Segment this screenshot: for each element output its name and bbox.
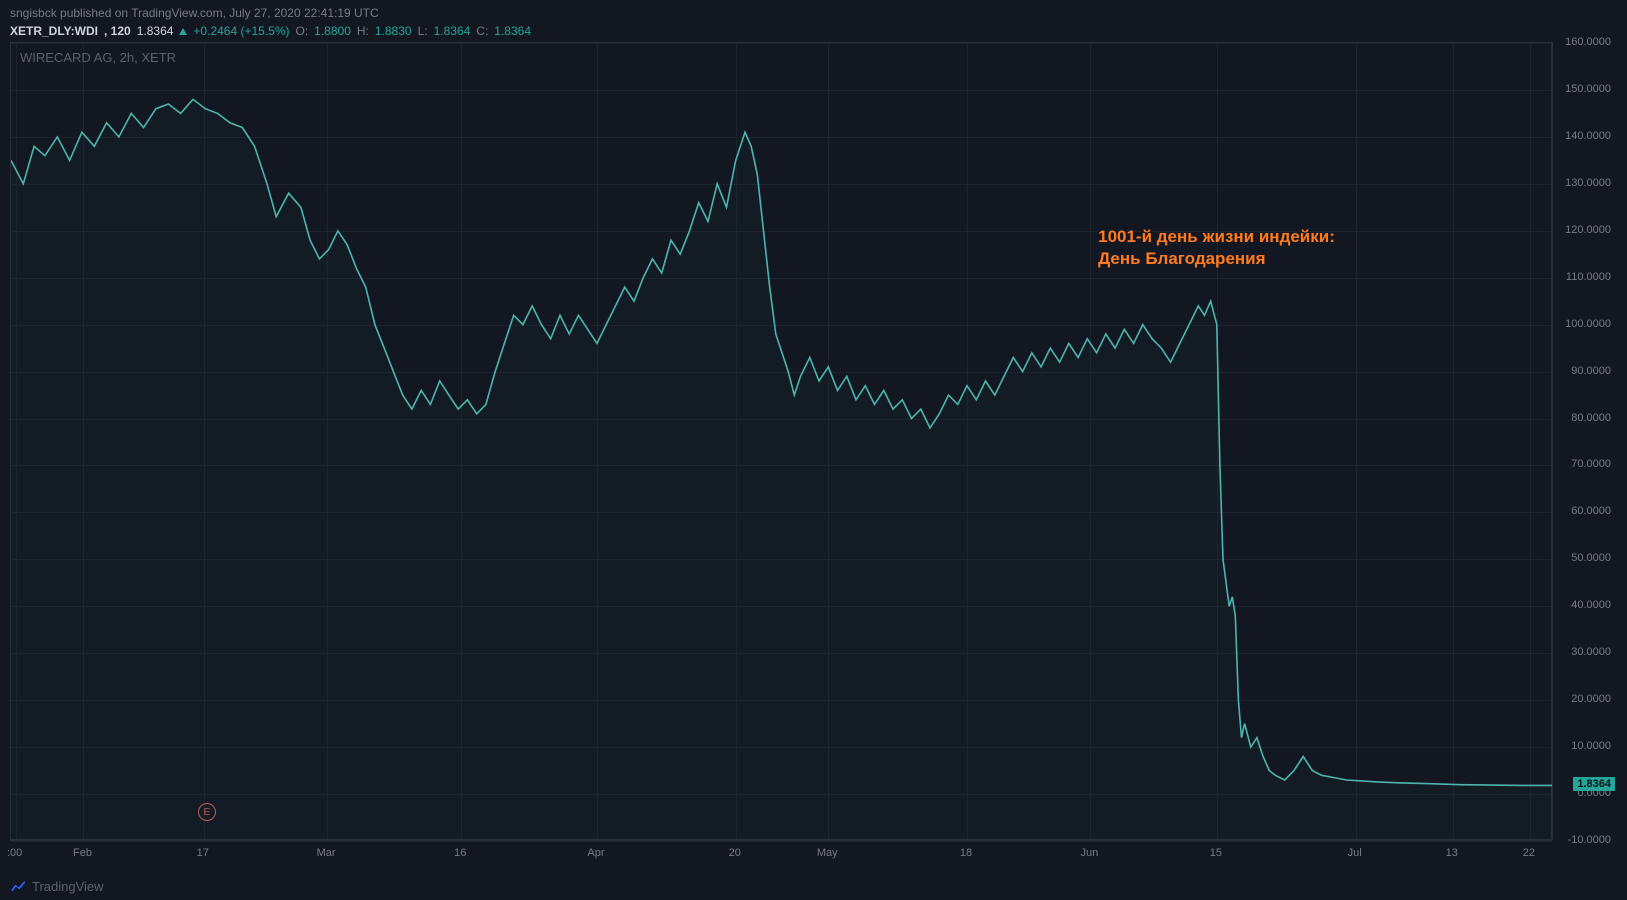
c-label: C: (476, 24, 488, 38)
x-tick-label: May (817, 847, 838, 859)
x-axis[interactable]: :00 Feb 17 Mar 16 Apr 20 May 18 Jun 15 Jul 13 22 (10, 840, 1552, 870)
arrow-up-icon (179, 28, 187, 35)
x-tick-label: 18 (960, 847, 972, 859)
y-tick-label: 80.0000 (1571, 412, 1611, 424)
x-tick-label: Jun (1081, 847, 1099, 859)
x-tick-label: 20 (729, 847, 741, 859)
x-tick-label: Apr (587, 847, 604, 859)
y-tick-label: 20.0000 (1571, 693, 1611, 705)
y-tick-label: 100.0000 (1565, 318, 1611, 330)
price-chart-svg (11, 43, 1553, 841)
tradingview-watermark[interactable]: TradingView (10, 878, 104, 894)
l-label: L: (418, 24, 428, 38)
x-tick-label: Mar (317, 847, 336, 859)
o-value: 1.8800 (314, 24, 351, 38)
x-tick-label: 17 (197, 847, 209, 859)
y-tick-label: -10.0000 (1568, 834, 1611, 846)
y-tick-label: 50.0000 (1571, 552, 1611, 564)
ticker-symbol[interactable]: XETR_DLY:WDI (10, 24, 98, 38)
x-tick-label: 22 (1523, 847, 1535, 859)
x-tick-label: Feb (73, 847, 92, 859)
x-tick-label: 15 (1210, 847, 1222, 859)
h-value: 1.8830 (375, 24, 412, 38)
ticker-last: 1.8364 (137, 24, 174, 38)
y-tick-label: 70.0000 (1571, 458, 1611, 470)
ticker-change: +0.2464 (+15.5%) (193, 24, 289, 38)
c-value: 1.8364 (494, 24, 531, 38)
publisher-name: sngisbck (10, 6, 57, 20)
y-tick-label: 40.0000 (1571, 599, 1611, 611)
annotation-line2: День Благодарения (1098, 248, 1335, 270)
x-tick-label: 16 (454, 847, 466, 859)
y-tick-label: 60.0000 (1571, 505, 1611, 517)
plot-area[interactable]: 1001-й день жизни индейки:День Благодаре… (10, 42, 1552, 840)
publish-header: sngisbck published on TradingView.com, J… (0, 0, 1627, 22)
ticker-bar: XETR_DLY:WDI , 120 1.8364 +0.2464 (+15.5%… (0, 22, 1627, 42)
o-label: O: (296, 24, 309, 38)
annotation-line1: 1001-й день жизни индейки: (1098, 226, 1335, 248)
x-tick-label: Jul (1348, 847, 1362, 859)
chart-container[interactable]: WIRECARD AG, 2h, XETR 1001-й день жизни … (10, 42, 1617, 870)
y-tick-label: 30.0000 (1571, 646, 1611, 658)
x-tick-label: 13 (1446, 847, 1458, 859)
publish-meta: published on TradingView.com, July 27, 2… (60, 6, 379, 20)
y-tick-label: 90.0000 (1571, 365, 1611, 377)
tradingview-logo-icon (10, 878, 26, 894)
y-tick-label: 130.0000 (1565, 177, 1611, 189)
l-value: 1.8364 (434, 24, 471, 38)
h-label: H: (357, 24, 369, 38)
y-axis[interactable]: 160.0000150.0000140.0000130.0000120.0000… (1552, 42, 1617, 840)
y-tick-label: 140.0000 (1565, 130, 1611, 142)
y-tick-label: 150.0000 (1565, 83, 1611, 95)
ticker-interval: , 120 (104, 24, 131, 38)
chart-title: WIRECARD AG, 2h, XETR (20, 50, 176, 65)
x-tick-label: :00 (7, 847, 22, 859)
price-badge: 1.8364 (1573, 777, 1615, 791)
event-marker[interactable]: E (198, 803, 216, 821)
y-tick-label: 160.0000 (1565, 36, 1611, 48)
y-tick-label: 110.0000 (1566, 271, 1611, 283)
chart-annotation: 1001-й день жизни индейки:День Благодаре… (1098, 226, 1335, 270)
y-tick-label: 120.0000 (1565, 224, 1611, 236)
y-tick-label: 10.0000 (1571, 740, 1611, 752)
watermark-text: TradingView (32, 879, 104, 894)
